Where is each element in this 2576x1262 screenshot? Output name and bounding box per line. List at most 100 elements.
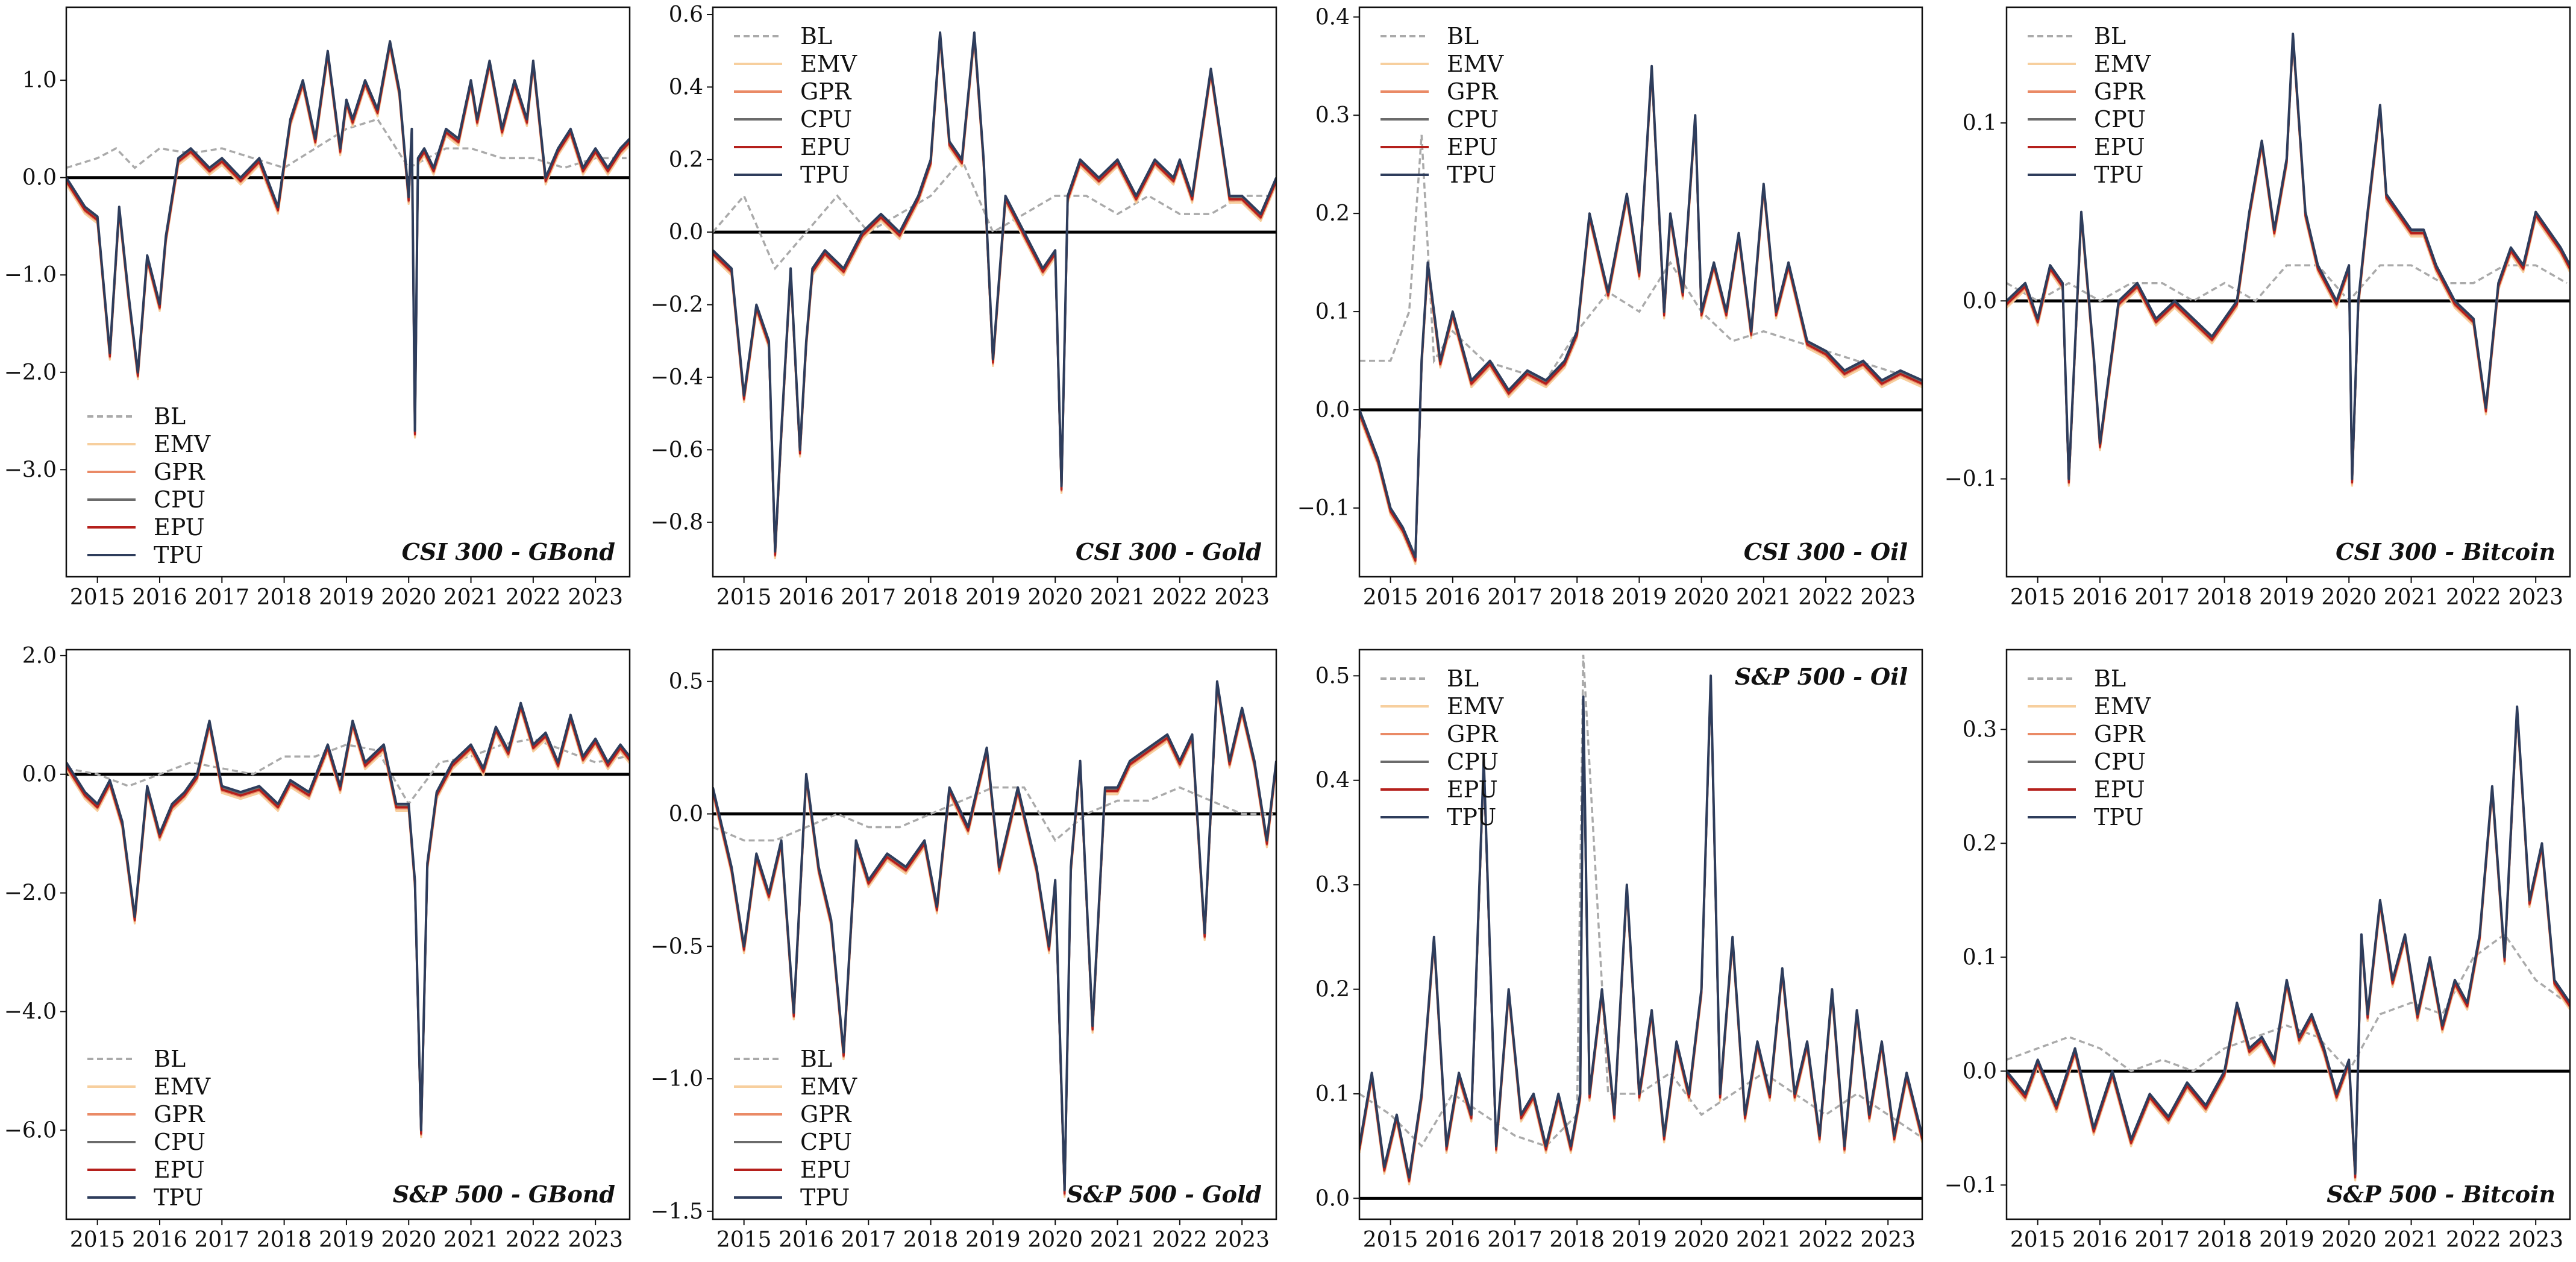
panel-title: CSI 300 - Gold (1076, 538, 1262, 565)
legend-label-TPU: TPU (800, 162, 850, 188)
y-tick-label: 0.0 (1315, 1186, 1350, 1211)
y-tick-label: 0.3 (1963, 717, 1997, 742)
y-tick-label: 0.4 (1315, 5, 1350, 30)
legend-label-CPU: CPU (1447, 749, 1499, 775)
x-tick-label: 2018 (903, 585, 959, 610)
y-tick-label: 0.0 (669, 220, 703, 245)
y-tick-label: 0.2 (1315, 978, 1350, 1002)
legend-label-EMV: EMV (1447, 51, 1504, 77)
series-TPU-line (66, 702, 630, 1132)
series-CPU-line (1359, 67, 1922, 560)
panel-title: CSI 300 - Oil (1744, 538, 1908, 565)
x-tick-label: 2020 (1027, 1228, 1083, 1252)
series-CPU-line (66, 704, 630, 1134)
x-tick-label: 2022 (506, 1228, 561, 1252)
y-tick-label: −2.0 (4, 881, 57, 906)
x-tick-label: 2015 (70, 1228, 125, 1252)
series-GPR-line (2007, 710, 2570, 1179)
y-tick-label: 0.3 (1315, 873, 1350, 897)
x-tick-label: 2017 (1487, 585, 1543, 610)
legend-label-EPU: EPU (1447, 776, 1498, 803)
legend-label-EPU: EPU (2094, 134, 2145, 160)
legend-label-EPU: EPU (2094, 776, 2145, 803)
legend-label-EMV: EMV (154, 1073, 211, 1100)
panel-title: S&P 500 - Oil (1735, 663, 1908, 690)
legend-label-CPU: CPU (2094, 749, 2146, 775)
legend-label-TPU: TPU (154, 542, 203, 568)
x-tick-label: 2020 (2321, 585, 2377, 610)
y-tick-label: 0.4 (1315, 768, 1350, 793)
x-tick-label: 2016 (2072, 1228, 2128, 1252)
legend-label-EPU: EPU (800, 1157, 851, 1183)
y-tick-label: 0.0 (1315, 398, 1350, 422)
y-tick-label: 0.5 (1315, 664, 1350, 688)
series-EPU-line (66, 705, 630, 1135)
series-TPU-line (1359, 674, 1922, 1179)
legend-label-EMV: EMV (800, 51, 857, 77)
series-BL-line (1359, 655, 1920, 1148)
legend-label-CPU: CPU (154, 486, 205, 513)
legend-label-EPU: EPU (154, 1157, 205, 1183)
legend-label-GPR: GPR (2094, 721, 2146, 747)
legend-label-EPU: EPU (800, 134, 851, 160)
series-EPU-line (713, 35, 1276, 556)
y-tick-label: −1.5 (651, 1199, 703, 1224)
x-tick-label: 2022 (1798, 585, 1854, 610)
x-tick-label: 2021 (1090, 1228, 1145, 1252)
y-tick-label: 0.1 (1963, 945, 1997, 970)
x-tick-label: 2017 (2134, 1228, 2190, 1252)
legend-label-EMV: EMV (800, 1073, 857, 1100)
x-tick-label: 2022 (2446, 1228, 2501, 1252)
legend-label-EMV: EMV (1447, 693, 1504, 720)
plot-frame (712, 6, 1277, 578)
y-tick-label: 0.3 (1315, 103, 1350, 128)
y-tick-label: 0.2 (1963, 831, 1997, 856)
legend-label-EPU: EPU (154, 514, 205, 541)
series-TPU-line (2007, 705, 2570, 1175)
legend-label-TPU: TPU (2094, 804, 2143, 830)
x-tick-label: 2017 (841, 585, 896, 610)
x-tick-label: 2015 (70, 585, 125, 610)
x-tick-label: 2019 (965, 1228, 1021, 1252)
panel-2: 0.6 0.4 0.2 0.0 −0.2 −0.4 −0.6 −0.8 2015 2016 2017… (651, 2, 1277, 610)
x-tick-label: 2022 (2446, 585, 2501, 610)
y-tick-label: −0.1 (1945, 467, 1997, 492)
series-TPU-line (713, 31, 1276, 553)
x-tick-label: 2018 (903, 1228, 959, 1252)
x-tick-label: 2016 (132, 1228, 187, 1252)
x-tick-label: 2022 (1798, 1228, 1854, 1252)
x-tick-label: 2020 (2321, 1228, 2377, 1252)
series-TPU-line (713, 680, 1276, 1191)
y-tick-label: −0.6 (651, 438, 703, 462)
plot-frame (65, 6, 631, 578)
x-tick-label: 2018 (2197, 1228, 2252, 1252)
panel-3: 0.4 0.3 0.2 0.1 0.0 −0.1 2015 2016 2017 2018 2019 2… (1297, 5, 1923, 610)
legend-label-CPU: CPU (1447, 106, 1499, 133)
x-tick-label: 2018 (1549, 1228, 1605, 1252)
series-TPU-line (2007, 33, 2570, 480)
x-tick-label: 2021 (443, 585, 499, 610)
y-tick-label: 1.0 (22, 68, 57, 93)
x-tick-label: 2023 (1860, 585, 1916, 610)
x-tick-label: 2022 (506, 585, 561, 610)
y-tick-label: 0.4 (669, 75, 703, 99)
series-BL-line (2007, 933, 2568, 1073)
legend-label-GPR: GPR (154, 459, 205, 485)
legend-label-BL: BL (800, 23, 832, 49)
y-tick-label: 0.0 (22, 166, 57, 190)
x-tick-label: 2018 (1549, 585, 1605, 610)
y-tick-label: 0.5 (669, 670, 703, 694)
series-BL-line (713, 786, 1273, 843)
series-BL-line (2007, 264, 2568, 303)
x-tick-label: 2015 (2010, 1228, 2066, 1252)
legend-label-TPU: TPU (1447, 804, 1496, 830)
panel-title: CSI 300 - GBond (402, 538, 615, 565)
